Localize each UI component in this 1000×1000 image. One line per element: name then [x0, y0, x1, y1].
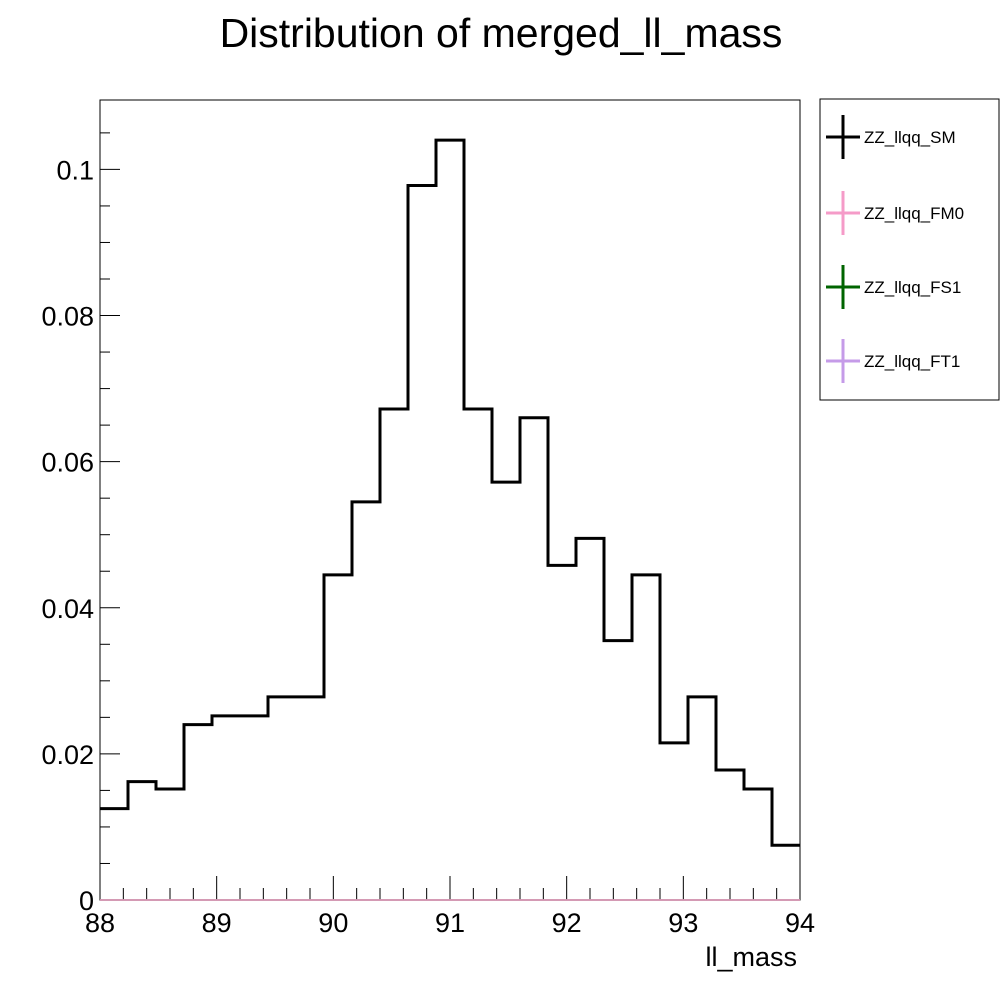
- y-tick-label: 0.1: [56, 155, 94, 185]
- legend-label: ZZ_llqq_FM0: [864, 204, 964, 223]
- legend-frame: [819, 98, 1000, 401]
- y-tick-label: 0.06: [41, 448, 94, 478]
- series-layer: [100, 138, 800, 901]
- chart-title: Distribution of merged_ll_mass: [220, 10, 783, 56]
- legend-label: ZZ_llqq_FS1: [864, 278, 961, 297]
- legend-entry-zz-llqq-fm0: ZZ_llqq_FM0: [826, 191, 964, 235]
- x-tick-label: 91: [435, 908, 465, 938]
- y-tick-label: 0.02: [41, 740, 94, 770]
- x-tick-label: 88: [85, 908, 115, 938]
- series-line-zz-llqq-sm: [100, 138, 800, 847]
- x-tick-label: 90: [318, 908, 348, 938]
- x-tick-label: 93: [668, 908, 698, 938]
- plot-frame: [99, 99, 801, 901]
- y-axis: 0 0.02 0.04 0.06 0.08 0.1: [41, 132, 120, 916]
- x-tick-label: 92: [552, 908, 582, 938]
- x-tick-label: 89: [202, 908, 232, 938]
- legend-entry-zz-llqq-sm: ZZ_llqq_SM: [826, 115, 956, 159]
- legend-label: ZZ_llqq_FT1: [864, 352, 960, 371]
- x-axis: 88 89 90 91 92 93 94: [85, 876, 815, 938]
- y-tick-label: 0.04: [41, 594, 94, 624]
- x-axis-label: ll_mass: [705, 942, 797, 972]
- legend: ZZ_llqq_SM ZZ_llqq_FM0 ZZ_llqq_FS1 ZZ_llqq_…: [819, 98, 1000, 401]
- y-tick-label: 0.08: [41, 302, 94, 332]
- legend-entry-zz-llqq-ft1: ZZ_llqq_FT1: [826, 339, 960, 383]
- y-tick-label: 0: [79, 886, 94, 916]
- x-tick-label: 94: [785, 908, 815, 938]
- legend-entry-zz-llqq-fs1: ZZ_llqq_FS1: [826, 265, 961, 309]
- legend-label: ZZ_llqq_SM: [864, 128, 956, 147]
